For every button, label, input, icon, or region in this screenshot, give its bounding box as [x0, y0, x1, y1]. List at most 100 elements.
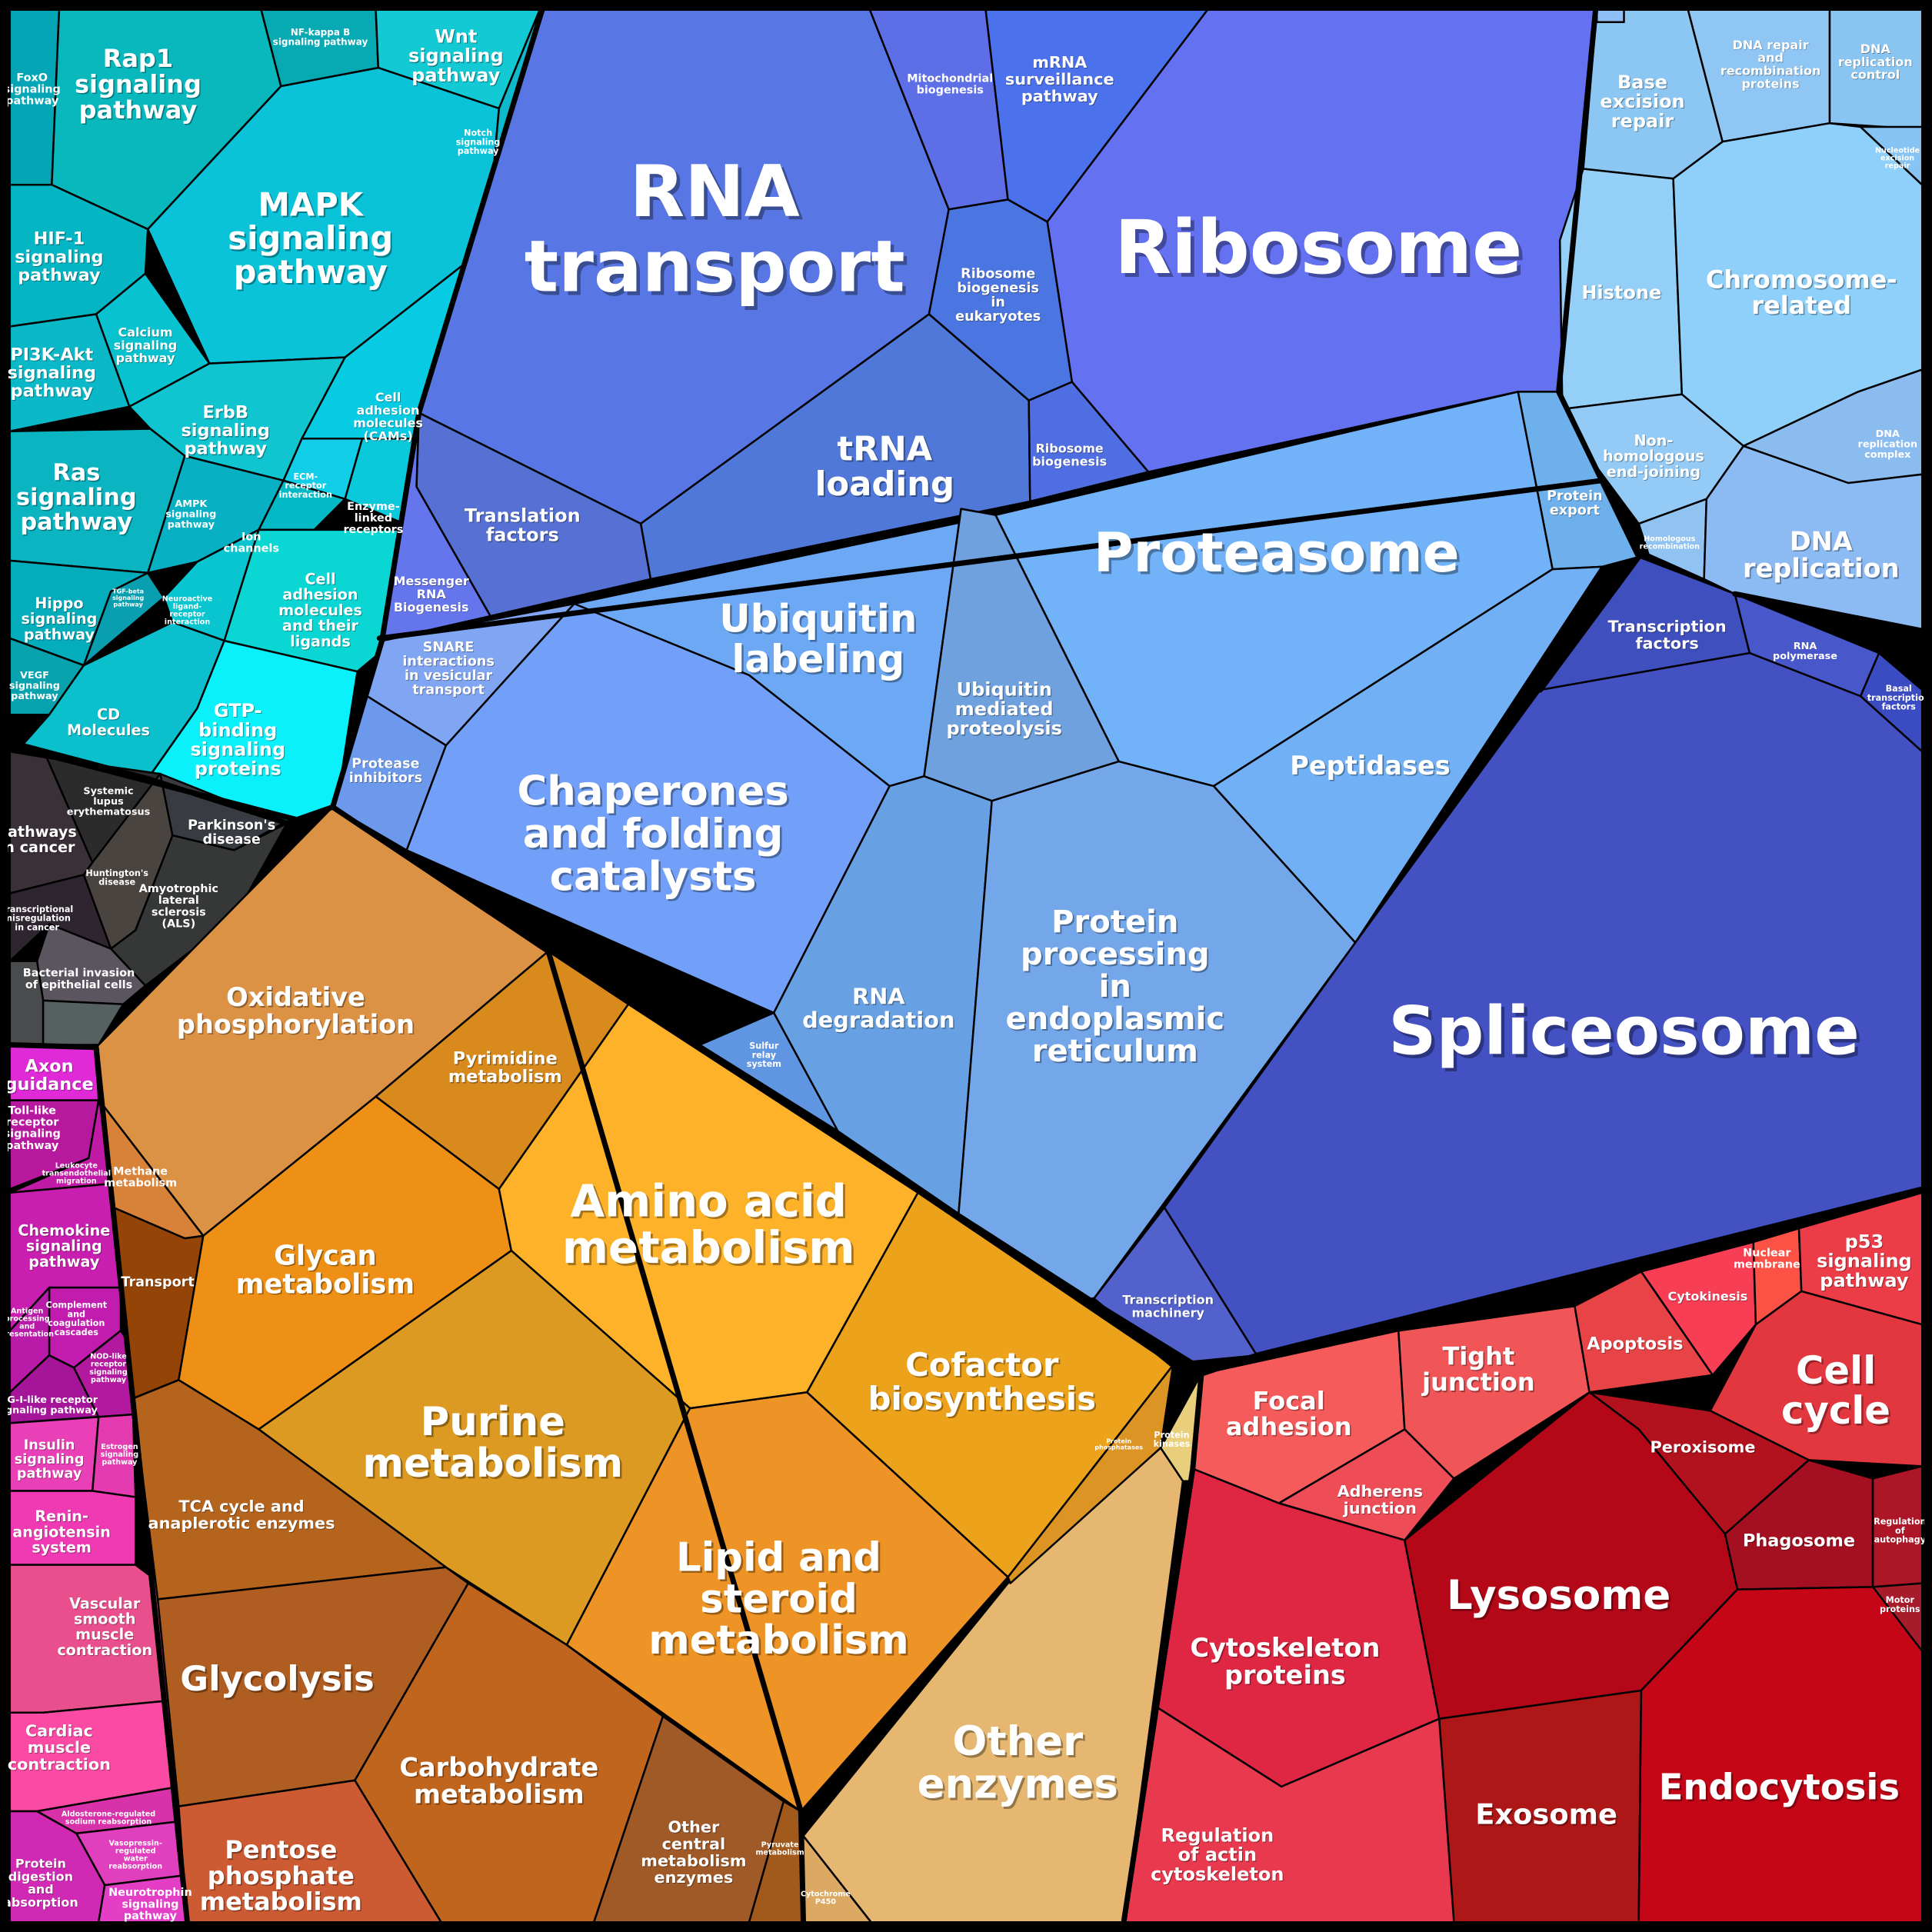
pathway-label-cardiac: CardiacCardiacmusclemusclecontractioncon… — [8, 1721, 112, 1774]
pathway-cell-mismatch[interactable] — [1595, 8, 1625, 24]
pathway-cell-dna-replication[interactable] — [1703, 445, 1924, 632]
label-line: Ubiquitin — [719, 597, 917, 641]
pathway-cell-endocytosis[interactable] — [1637, 1586, 1924, 1924]
label-line: signaling — [101, 1451, 139, 1459]
label-line: Cell — [375, 390, 401, 405]
label-line: Vasopressin- — [109, 1839, 162, 1847]
label-shadow: Spliceosome — [1391, 997, 1863, 1074]
label-shadow: eukaryotes — [956, 310, 1041, 325]
label-shadow: adhesion — [357, 404, 420, 418]
label-line: Protein — [1547, 489, 1603, 505]
label-line: recombination — [1640, 542, 1700, 551]
label-line: pathway — [20, 509, 132, 536]
label-shadow: Molecules — [68, 722, 151, 740]
pathway-cell-nucleotide[interactable] — [1859, 125, 1924, 186]
pathway-cell-lipid[interactable] — [565, 1391, 1009, 1813]
label-shadow: biosynthesis — [870, 1381, 1098, 1419]
label-shadow: pathway — [1022, 88, 1099, 106]
label-line: in cancer — [15, 922, 59, 932]
label-shadow: Vascular — [70, 1595, 142, 1613]
label-shadow: RNA — [853, 984, 906, 1011]
label-shadow: DNA repair — [1733, 38, 1809, 53]
label-line: signaling — [408, 45, 504, 67]
pathway-label-hippo: HippoHipposignalingsignalingpathwaypathw… — [21, 595, 98, 644]
pathway-cell-renin[interactable] — [8, 1490, 137, 1566]
label-shadow: metabolism — [201, 1888, 363, 1917]
label-line: Purine — [421, 1399, 565, 1445]
label-line: signaling — [4, 1128, 61, 1141]
label-line: Histone — [1581, 281, 1661, 303]
label-line: VEGF — [20, 670, 49, 681]
label-shadow: HIF-1 — [35, 230, 86, 250]
label-shadow: SNARE — [424, 641, 475, 656]
label-shadow: MAPK — [259, 188, 365, 225]
label-line: RNA — [852, 984, 905, 1010]
label-shadow: excision — [1601, 92, 1686, 113]
pathway-cell-protein-phosphatases[interactable] — [1007, 1364, 1174, 1584]
label-shadow: Ubiquitin — [721, 598, 919, 643]
label-shadow: Exosome — [1477, 1799, 1619, 1832]
label-line: signaling — [4, 84, 61, 96]
label-line: sclerosis — [152, 906, 206, 918]
label-shadow: Other — [954, 1720, 1085, 1767]
label-line: Vascular — [69, 1594, 141, 1612]
pathway-cell-tight[interactable] — [1397, 1304, 1591, 1480]
label-line: lateral — [158, 894, 199, 907]
label-line: Endocytosis — [1659, 1767, 1900, 1808]
label-shadow: Regulation — [1162, 1826, 1275, 1847]
label-shadow: molecules — [279, 602, 363, 620]
label-line: TCA cycle and — [178, 1497, 304, 1516]
label-line: Transcriptional — [1, 904, 73, 914]
label-shadow: Cytokinesis — [1668, 1290, 1748, 1304]
label-shadow: Ribosome — [1118, 208, 1526, 295]
label-line: Amino acid — [570, 1174, 847, 1227]
pathway-label-renin: Renin-Renin-angiotensinangiotensinsystem… — [12, 1507, 112, 1557]
label-line: regulated — [115, 1847, 156, 1856]
label-line: Neurotrophin — [108, 1887, 192, 1899]
label-shadow: Glycolysis — [182, 1660, 375, 1700]
label-shadow: machinery — [1132, 1306, 1205, 1321]
pathway-cell-rib-bio[interactable] — [1028, 381, 1150, 503]
pathway-cell-sulfur[interactable] — [698, 1011, 839, 1132]
label-shadow: catalysts — [551, 855, 758, 902]
label-line: metabolism — [414, 1780, 585, 1810]
label-line: Ion — [242, 531, 261, 544]
label-line: signaling — [75, 70, 202, 99]
label-line: pathway — [28, 1253, 100, 1271]
pathway-cell-trna[interactable] — [639, 313, 1031, 581]
label-line: in — [991, 295, 1005, 311]
pathway-cell-tca[interactable] — [132, 1379, 448, 1601]
label-line: recombination — [1720, 64, 1821, 78]
label-shadow: Cardiac — [26, 1722, 94, 1740]
label-line: factors — [1882, 702, 1917, 712]
label-shadow: signaling — [8, 364, 97, 384]
label-line: ECM- — [293, 472, 318, 482]
label-line: pathway — [24, 625, 95, 643]
label-line: surveillance — [1005, 70, 1114, 88]
label-line: Peroxisome — [1651, 1437, 1756, 1456]
label-line: Amyotrophic — [139, 883, 218, 895]
label-line: Proteasome — [1094, 521, 1460, 585]
label-line: Translation — [465, 505, 581, 527]
label-line: Other — [952, 1718, 1083, 1765]
pathway-label-transcription-machinery: TranscriptionTranscriptionmachinerymachi… — [1122, 1293, 1214, 1321]
label-line: Phagosome — [1743, 1531, 1855, 1551]
label-shadow: disease — [203, 833, 261, 848]
label-line: signaling — [89, 1368, 128, 1377]
label-line: interactions — [402, 654, 494, 669]
label-shadow: enzymes — [655, 1869, 734, 1887]
label-line: pathway — [411, 65, 501, 86]
label-line: Chromosome- — [1706, 265, 1897, 294]
